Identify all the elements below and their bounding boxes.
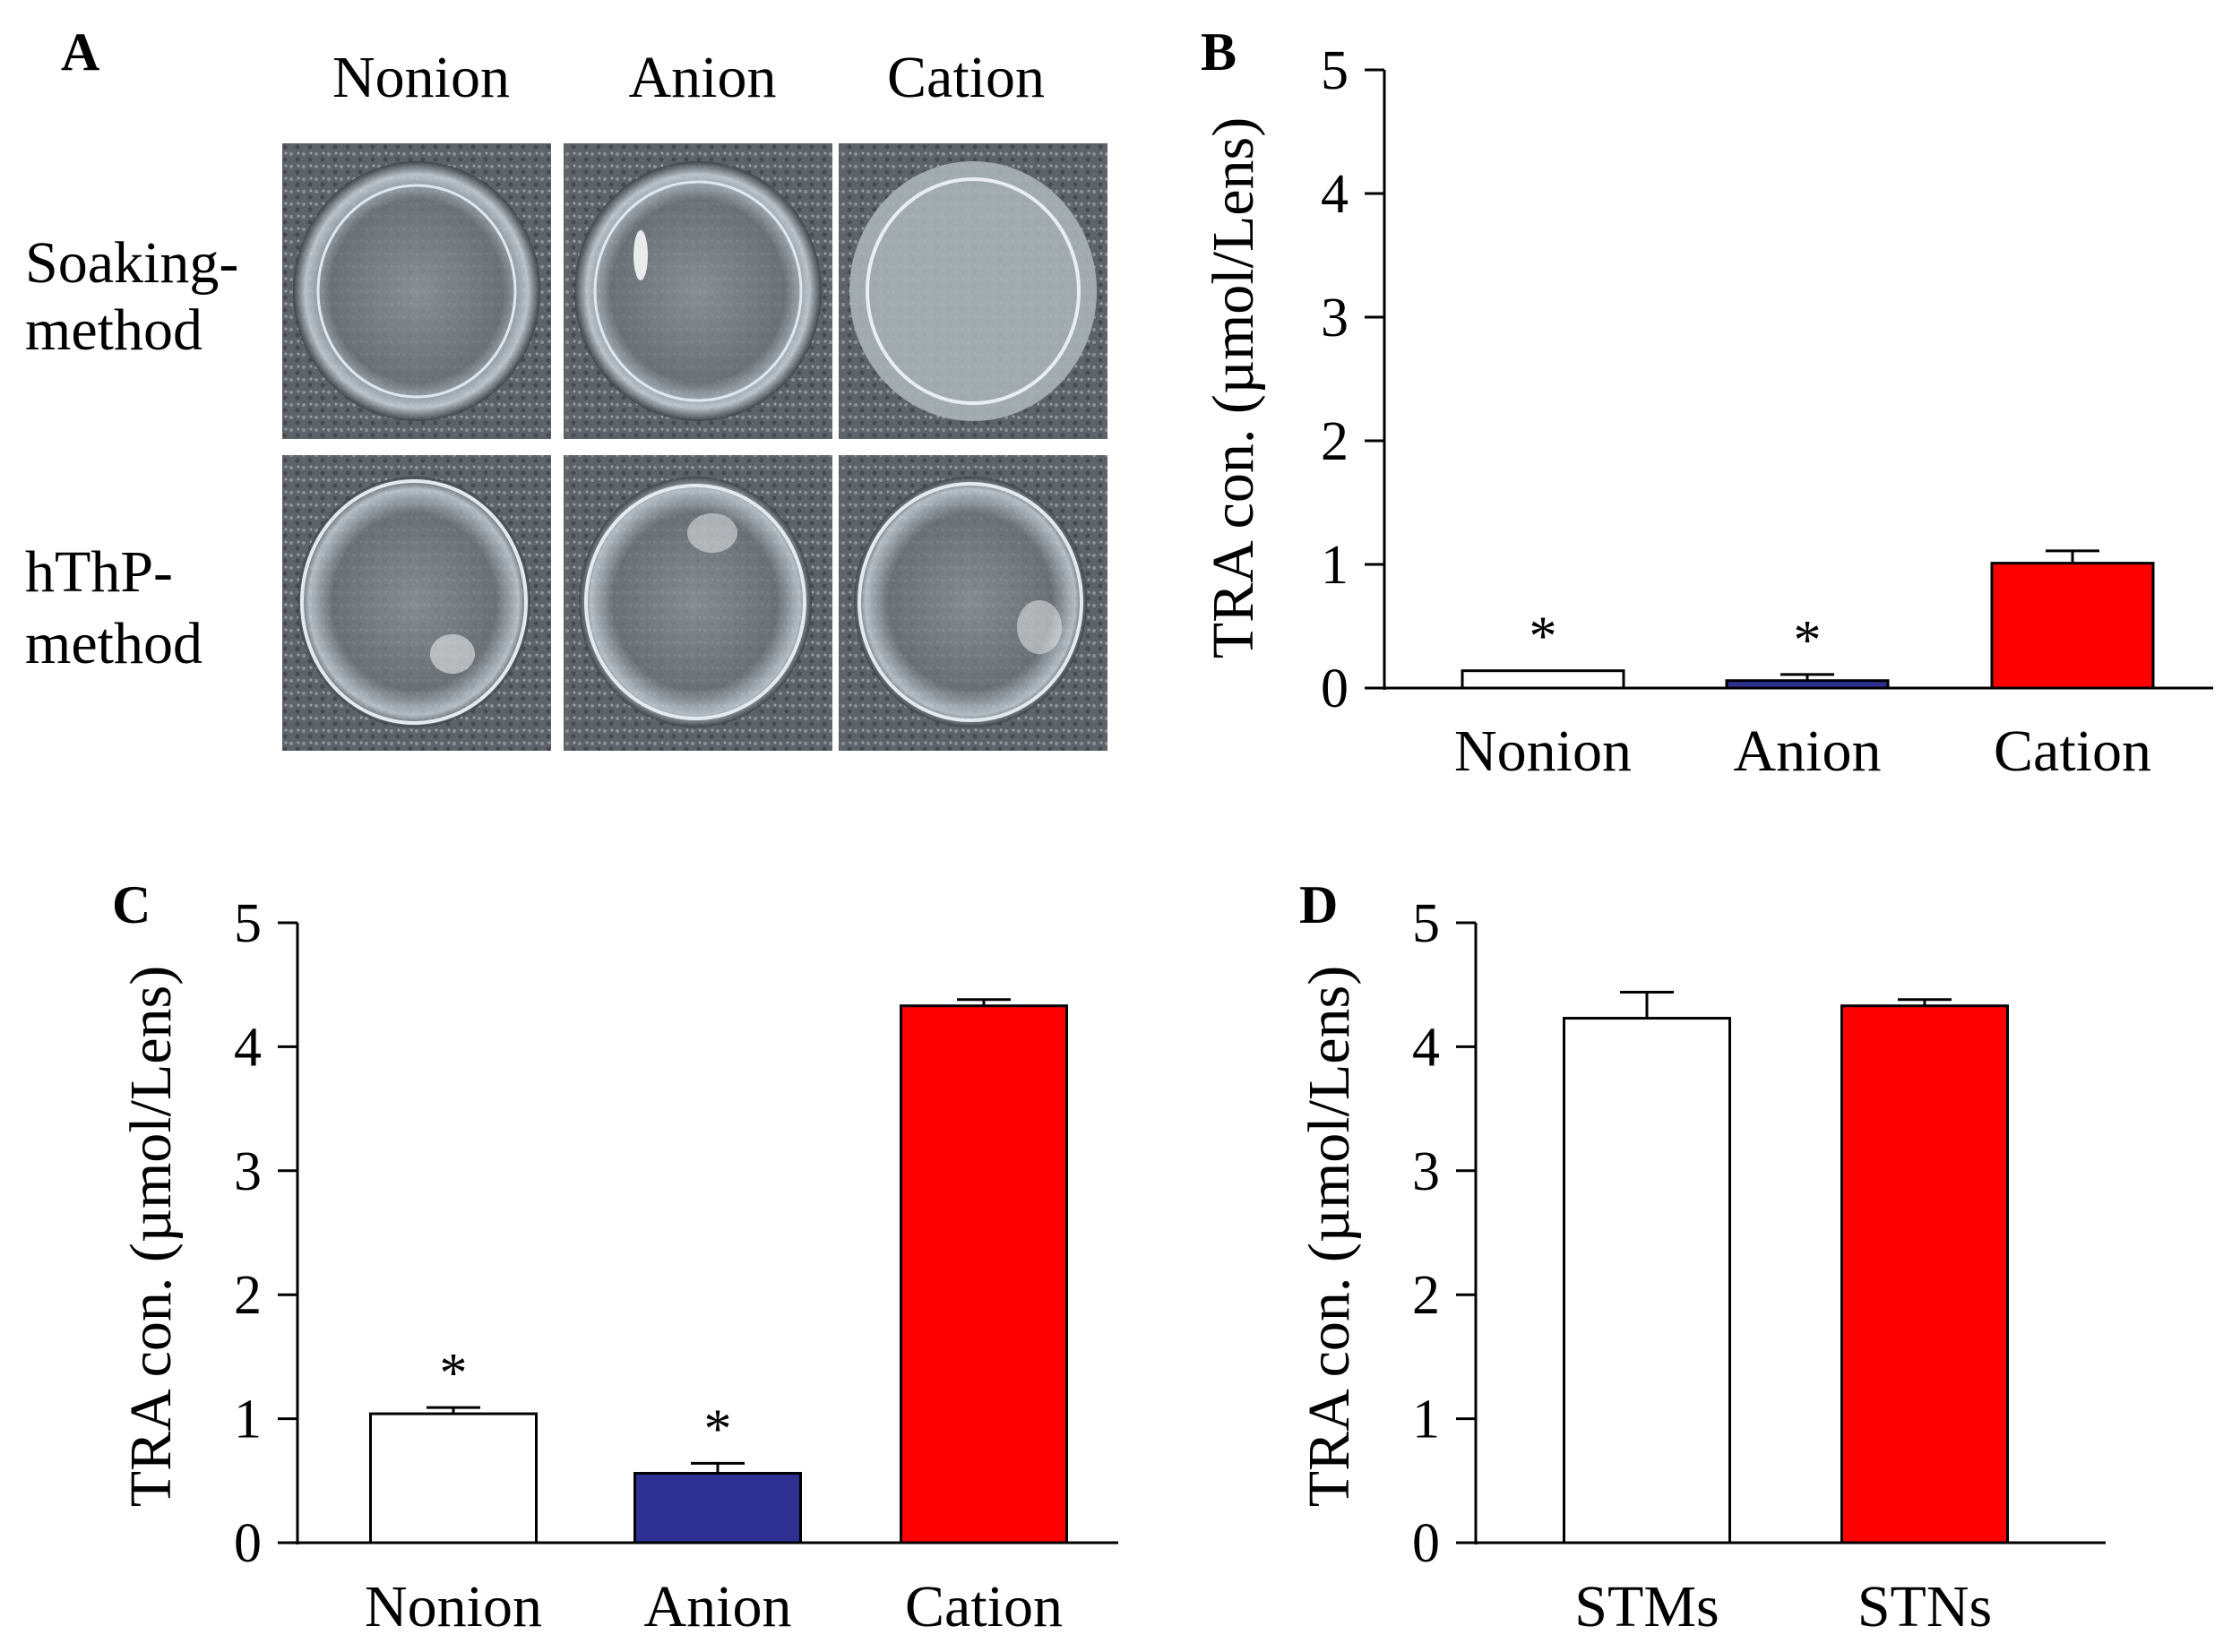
x-category-label: Cation bbox=[905, 1574, 1063, 1639]
y-tick-label: 0 bbox=[234, 1513, 262, 1574]
panel-b-plot: 0 1 2 3 4 5 * Nonion * Anion Cation bbox=[1321, 40, 2213, 784]
column-label-cation: Cation bbox=[887, 45, 1045, 110]
x-category-label: STMs bbox=[1574, 1574, 1719, 1639]
bar-stns bbox=[1840, 1004, 2009, 1544]
lens-photo bbox=[839, 455, 1107, 751]
panel-c-label: C bbox=[112, 875, 151, 934]
significance-marker: * bbox=[1530, 607, 1557, 667]
y-tick-label: 1 bbox=[1321, 535, 1349, 596]
significance-marker: * bbox=[440, 1343, 468, 1404]
lens-photo bbox=[564, 455, 832, 751]
panel-b-y-axis-label: TRA con. (µmol/Lens) bbox=[1201, 117, 1266, 658]
bar-stms bbox=[1563, 1017, 1731, 1544]
y-tick-label: 0 bbox=[1412, 1513, 1440, 1574]
bar-cation bbox=[1990, 562, 2155, 690]
x-category-label: Anion bbox=[644, 1574, 792, 1639]
y-tick-label: 4 bbox=[1321, 164, 1349, 225]
y-tick-label: 1 bbox=[1412, 1390, 1440, 1450]
y-tick-label: 5 bbox=[234, 893, 262, 954]
y-tick-label: 2 bbox=[1412, 1265, 1440, 1326]
x-category-label: STNs bbox=[1857, 1574, 1992, 1639]
panel-c: C TRA con. (µmol/Lens) 0 1 2 3 4 5 * Nonion * Ani… bbox=[112, 875, 1118, 1639]
panel-d-label: D bbox=[1299, 875, 1338, 934]
x-category-label: Anion bbox=[1734, 718, 1882, 784]
y-tick-label: 1 bbox=[234, 1390, 262, 1450]
panel-c-plot: 0 1 2 3 4 5 * Nonion * Anion Cation bbox=[234, 893, 1118, 1639]
panel-b: B TRA con. (µmol/Lens) 0 1 2 3 4 5 * Nonion * Ani… bbox=[1201, 22, 2213, 784]
panel-b-label: B bbox=[1201, 22, 1237, 82]
y-tick-label: 0 bbox=[1321, 658, 1349, 719]
significance-marker: * bbox=[1794, 610, 1822, 671]
y-tick-label: 2 bbox=[1321, 411, 1349, 472]
y-tick-label: 3 bbox=[1412, 1141, 1440, 1202]
lens-photo bbox=[839, 143, 1107, 439]
lens-photo-grid bbox=[282, 143, 1107, 751]
lens-photo bbox=[282, 143, 551, 439]
column-label-nonion: Nonion bbox=[332, 45, 510, 110]
x-category-label: Cation bbox=[1994, 718, 2151, 784]
significance-marker: * bbox=[704, 1398, 732, 1459]
panel-c-y-axis-label: TRA con. (µmol/Lens) bbox=[118, 966, 184, 1507]
panel-d-plot: 0 1 2 3 4 5 STMs STNs bbox=[1412, 893, 2106, 1639]
panel-a-label: A bbox=[61, 22, 99, 82]
lens-photo bbox=[564, 143, 832, 439]
row-label-soaking-line2: method bbox=[25, 297, 203, 363]
column-label-anion: Anion bbox=[629, 45, 777, 110]
panel-d-y-axis-label: TRA con. (µmol/Lens) bbox=[1297, 966, 1362, 1507]
y-tick-label: 5 bbox=[1412, 893, 1440, 954]
y-tick-label: 4 bbox=[1412, 1017, 1440, 1078]
y-tick-label: 2 bbox=[234, 1265, 262, 1326]
x-category-label: Nonion bbox=[365, 1574, 542, 1639]
bar-nonion bbox=[369, 1412, 538, 1544]
panel-a: A Nonion Anion Cation Soaking- method hT… bbox=[25, 22, 1107, 751]
row-label-hthp-line1: hThP- bbox=[25, 539, 173, 605]
panel-d: D TRA con. (µmol/Lens) 0 1 2 3 4 5 STMs STNs bbox=[1297, 875, 2106, 1639]
x-category-label: Nonion bbox=[1454, 718, 1632, 784]
row-label-hthp-line2: method bbox=[25, 611, 203, 676]
row-label-soaking-line1: Soaking- bbox=[25, 230, 238, 296]
y-tick-label: 5 bbox=[1321, 40, 1349, 101]
bar-nonion bbox=[1461, 669, 1625, 690]
lens-photo bbox=[282, 455, 551, 751]
y-tick-label: 3 bbox=[234, 1141, 262, 1202]
bar-anion bbox=[633, 1471, 802, 1544]
y-tick-label: 4 bbox=[234, 1017, 262, 1078]
bar-cation bbox=[900, 1004, 1068, 1544]
bar-anion bbox=[1725, 679, 1890, 690]
y-tick-label: 3 bbox=[1321, 288, 1349, 348]
